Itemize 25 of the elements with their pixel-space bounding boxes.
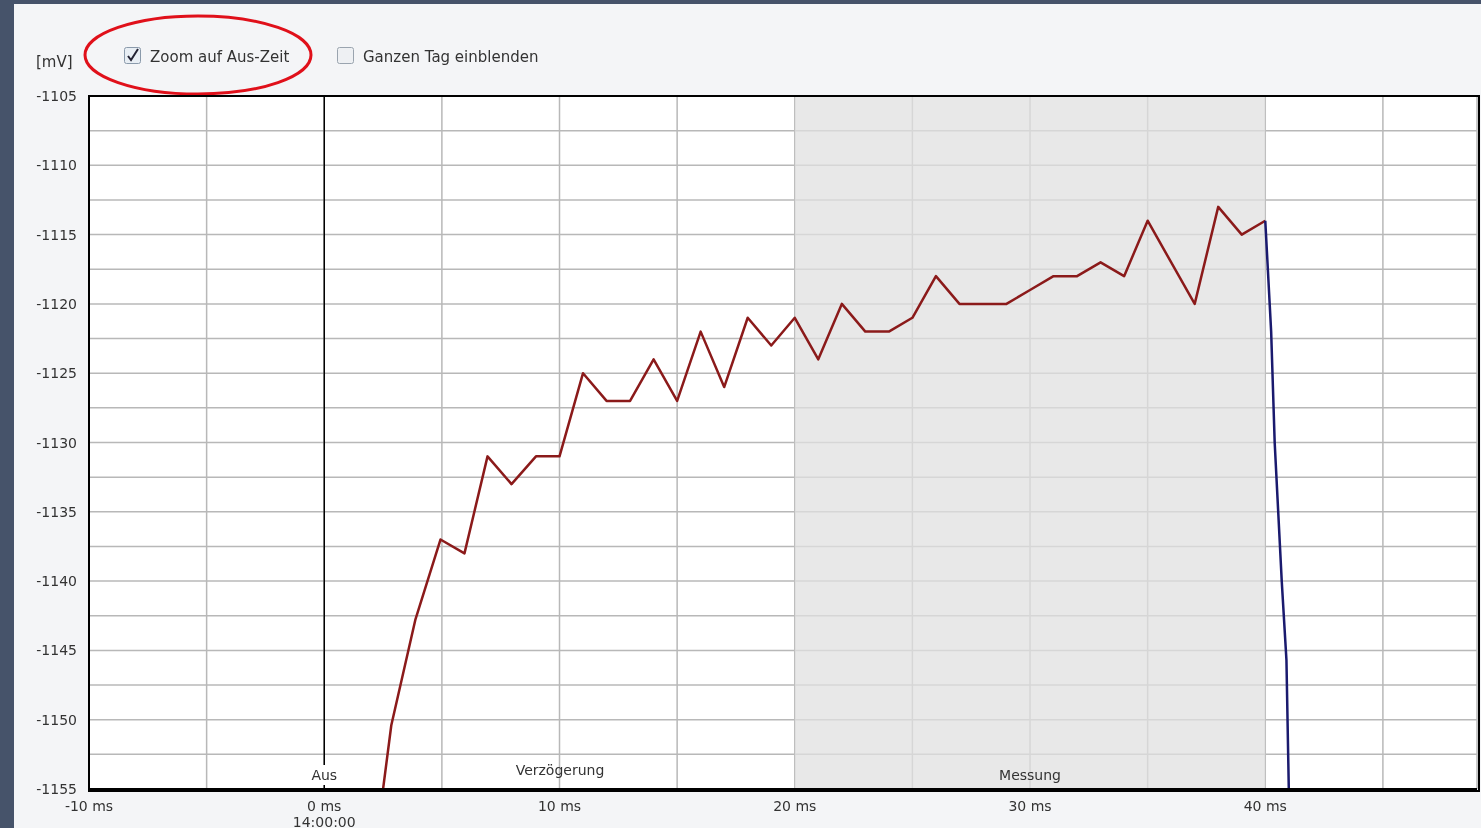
x-tick-label: 20 ms	[773, 798, 817, 814]
y-tick-label: -1110	[36, 157, 77, 174]
x-tick-label: 10 ms	[537, 798, 582, 814]
ref-line-label: Aus	[311, 767, 338, 783]
y-tick-label: -1150	[36, 711, 77, 728]
y-tick-label: -1120	[36, 295, 77, 312]
y-tick-label: -1140	[36, 573, 77, 590]
y-tick-label: -1145	[36, 642, 77, 659]
text: Ganzen Tag einblenden	[363, 48, 539, 66]
x-tick-label: 0 ms 14:00:00	[292, 798, 356, 828]
annotation: Verzögerung	[515, 762, 605, 778]
y-axis-title: [mV]	[36, 53, 73, 71]
band-label: Messung	[999, 767, 1061, 783]
x-tick-label: 30 ms	[1008, 798, 1052, 814]
text: Zoom auf Aus-Zeit	[150, 48, 290, 66]
y-tick-label: -1135	[36, 503, 77, 520]
y-tick-label: -1115	[36, 226, 77, 243]
x-tick-label: 40 ms	[1243, 798, 1287, 814]
line-series	[381, 205, 1267, 789]
y-tick-label: -1105	[36, 88, 77, 104]
y-tick-label: -1155	[36, 781, 77, 797]
y-tick-label: -1125	[36, 365, 77, 382]
line-series	[1264, 219, 1291, 789]
y-tick-label: -1130	[36, 434, 77, 451]
x-tick-label: -10 ms	[64, 798, 114, 814]
